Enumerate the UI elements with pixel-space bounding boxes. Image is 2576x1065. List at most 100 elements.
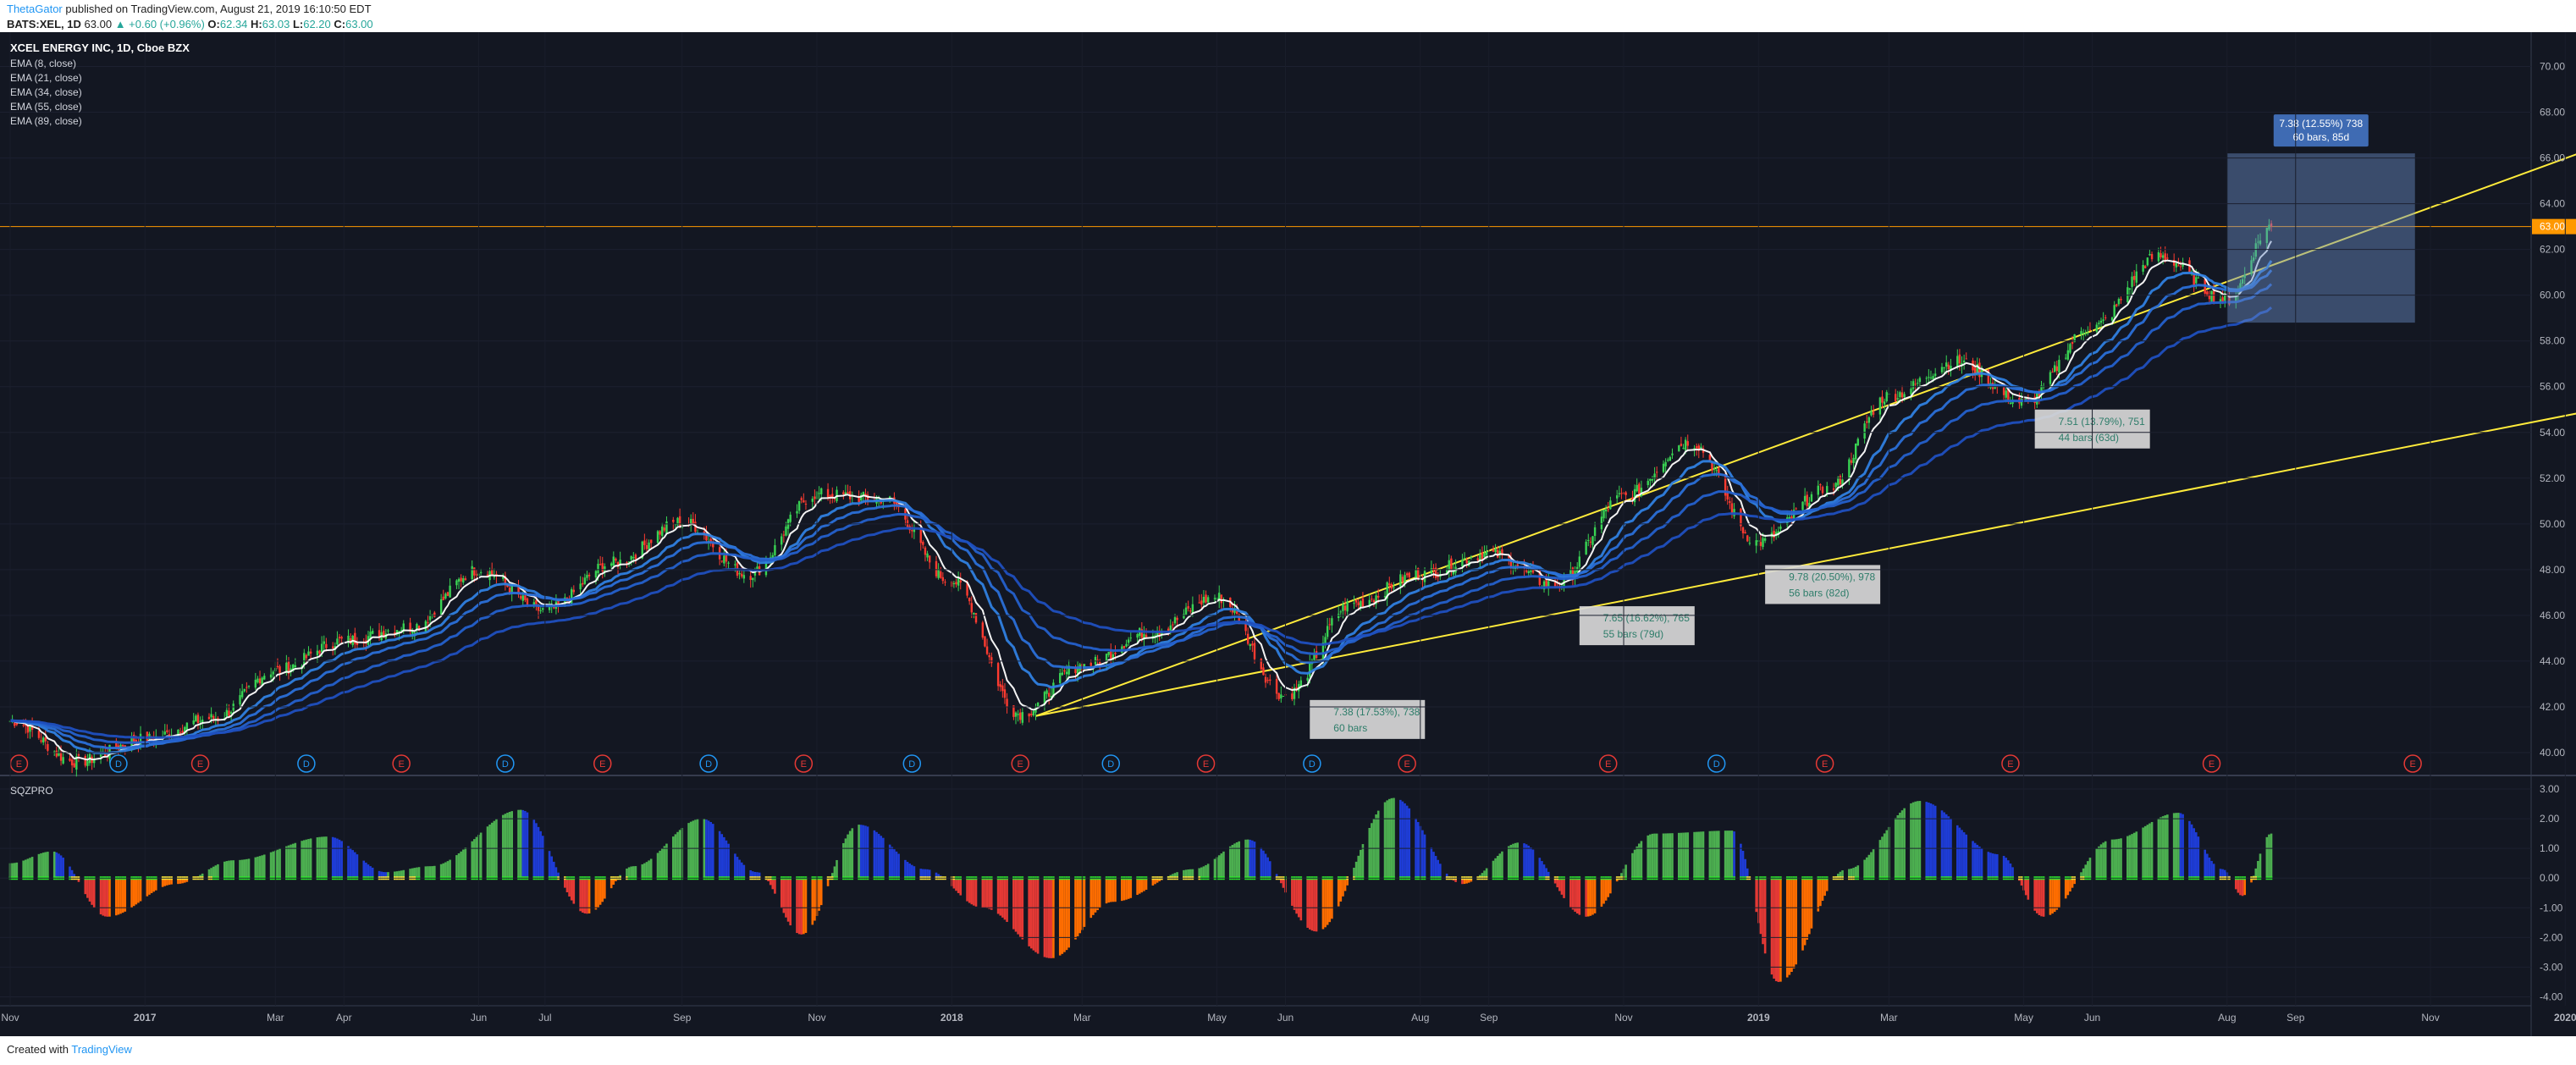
sqzpro-bar [1774,878,1778,981]
sqzpro-bar [2172,813,2176,879]
author-link[interactable]: ThetaGator [7,3,63,15]
sqzpro-bar [2038,878,2041,916]
candle-body [229,712,233,714]
sqzpro-bar [1770,878,1773,975]
sqzpro-bar [1032,878,1035,951]
time-axis[interactable]: Nov 2017 Mar Apr Jun Jul Sep Nov 2018 Mar May Jun Au… [1,32,2576,1024]
candle-body [130,737,133,751]
sqzpro-bar [645,862,648,879]
sqzpro-title: SQZPRO [10,785,53,797]
measure-box[interactable] [1579,606,1695,646]
earnings-marker[interactable] [593,754,612,773]
time-tick-label: 2018 [940,1012,963,1024]
sqzpro-bar [1525,844,1528,879]
sqzpro-bar [587,878,591,913]
candle-body [570,588,573,604]
candle-body [256,678,259,683]
candle-body [1114,652,1117,654]
candle-body [1479,555,1481,560]
candle-body [1945,362,1948,367]
sqzpro-bar [1640,841,1643,879]
candle-body [535,600,538,604]
sqzpro-bar [988,878,990,909]
projection-box[interactable] [2226,153,2415,323]
candle-body [1065,671,1068,675]
candle-body [2036,393,2038,405]
sqzpro-bar [2188,820,2191,879]
candle-body [1624,492,1627,495]
dividend-marker[interactable] [699,754,718,773]
earnings-marker[interactable] [2001,754,2020,773]
dividend-marker[interactable] [1101,754,1121,773]
earnings-marker[interactable] [392,754,411,773]
sqzpro-bar [1773,878,1775,979]
sqzpro-bar [409,869,411,879]
candle-body [2164,253,2166,261]
sqzpro-bar [1647,835,1650,879]
dividend-marker[interactable] [297,754,316,773]
sqzpro-bar [309,838,312,879]
earnings-marker[interactable] [1815,754,1834,773]
sqzpro-bar [1896,814,1900,879]
dividend-marker[interactable] [109,754,128,773]
sqzpro-bar [287,845,290,879]
earnings-marker[interactable] [1398,754,1416,773]
high-label: H: [251,18,262,30]
sqzpro-bar [1432,852,1435,879]
sqzpro-bar [1509,844,1513,879]
dividend-marker[interactable] [1303,754,1321,773]
candle-body [659,531,661,535]
dividend-marker[interactable] [902,754,922,773]
sqzpro-bar [92,878,96,908]
sqzpro-bar [981,878,985,908]
sqzpro-bar [2064,878,2067,899]
sqzpro-tick-label: -4.00 [2540,991,2563,1002]
earnings-marker[interactable] [1196,754,1216,773]
earnings-marker[interactable] [190,754,210,773]
candle-body [1978,362,1981,378]
earnings-marker[interactable] [2202,754,2221,773]
candle-body [307,651,310,656]
sqzpro-bar [1498,853,1502,879]
sqzpro-bar [40,853,42,879]
dividend-marker[interactable] [1707,754,1726,773]
trendline[interactable] [1035,151,2576,717]
candle-body [1476,558,1479,560]
measure-box-line2: 44 bars (63d) [2059,432,2119,444]
candle-body [1220,594,1223,604]
chart-canvas[interactable]: 7.38 (17.53%), 738 60 bars 7.65 (16.62%), … [0,32,2576,1036]
sqzpro-bar [2268,834,2270,879]
candle-body [1050,696,1052,698]
candle-body [1264,676,1267,683]
candle-body [1947,364,1950,370]
price-axis[interactable]: 40.00 42.00 44.00 46.00 48.00 50.00 52.00 54.00… [0,61,2576,759]
trendline[interactable] [1035,411,2576,717]
candle-body [1143,633,1145,640]
earnings-marker[interactable] [2403,754,2422,773]
measure-box[interactable] [1765,565,1881,604]
candle-body [2040,385,2043,395]
sqzpro-axis[interactable]: 3.00 2.00 1.00 0.00 -1.00 -2.00 -3.00 -4.00 [0,783,2563,1002]
sqzpro-bar [461,849,465,879]
sqzpro-bar [957,878,960,893]
earnings-marker[interactable] [1599,754,1618,773]
candle-body [1045,690,1048,694]
sqzpro-bar [819,878,823,906]
candle-body [475,574,478,576]
sqzpro-bar [279,848,281,879]
earnings-marker[interactable] [794,754,814,773]
candle-body [184,726,186,733]
sqzpro-bar [1238,841,1241,879]
candle-body [1076,668,1079,676]
sqzpro-bar [2206,853,2209,879]
candle-body [2177,265,2180,267]
candle-body [2126,287,2129,303]
sqzpro-bar [285,846,288,879]
dividend-marker[interactable] [496,754,515,773]
tradingview-brand-link[interactable]: TradingView [71,1043,132,1056]
candle-body [1715,470,1718,472]
candle-body [75,756,78,770]
earnings-marker[interactable] [1011,754,1029,773]
candle-body [579,583,582,590]
sqzpro-bar [968,878,971,903]
